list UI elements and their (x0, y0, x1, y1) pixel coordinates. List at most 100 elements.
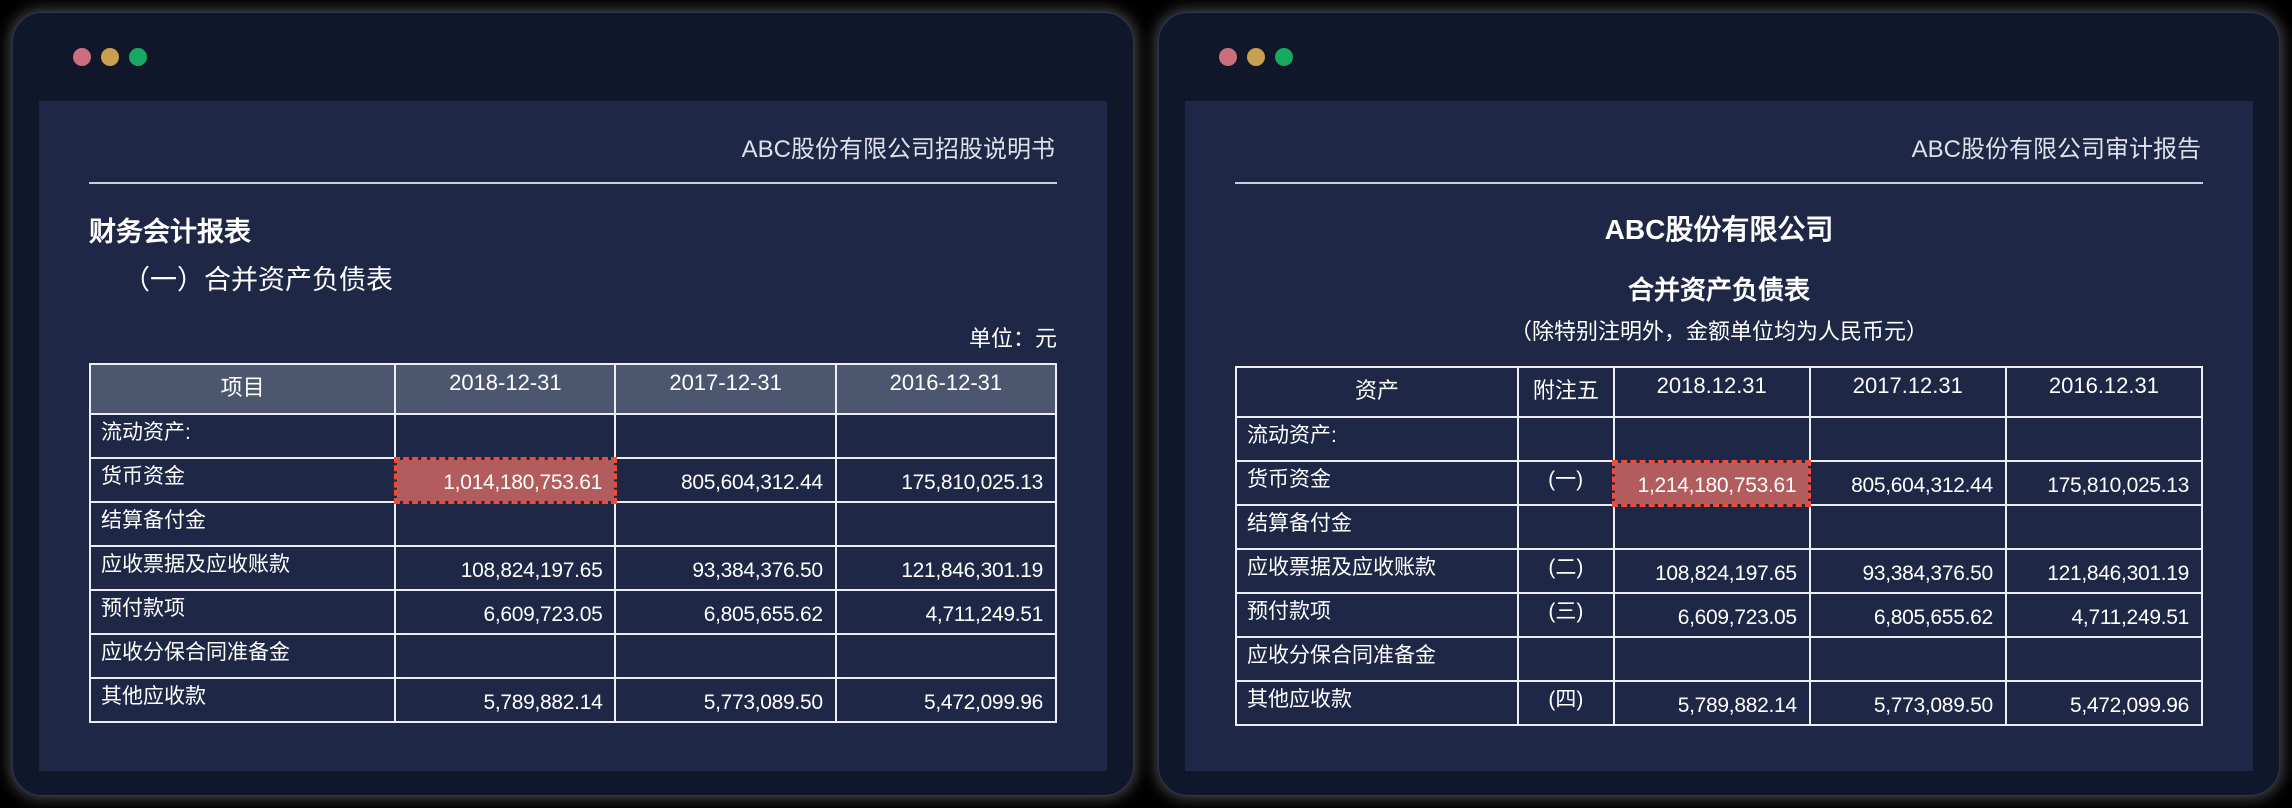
value-cell: 175,810,025.13 (2004, 460, 2204, 506)
table-row: 其他应收款 5,789,882.14 5,773,089.50 5,472,099.9… (88, 677, 1058, 723)
value-cell (1612, 636, 1811, 682)
table-row: 其他应收款 (四) 5,789,882.14 5,773,089.50 5,472,09… (1234, 680, 2204, 726)
value-cell: 6,609,723.05 (1612, 592, 1811, 638)
value-cell (1808, 416, 2007, 462)
value-cell: 5,773,089.50 (614, 677, 837, 723)
value-cell (1612, 416, 1811, 462)
value-cell (2004, 636, 2204, 682)
window-audit-report: ABC股份有限公司审计报告 ABC股份有限公司 合并资产负债表 （除特别注明外，… (1158, 12, 2280, 796)
table-row: 应收分保合同准备金 (1234, 636, 2204, 682)
value-cell (394, 633, 617, 679)
value-cell: 6,805,655.62 (614, 589, 837, 635)
titlebar (13, 13, 1133, 101)
value-cell (614, 501, 837, 547)
doc-header: ABC股份有限公司审计报告 (1235, 123, 2203, 184)
row-label: 结算备付金 (1234, 504, 1520, 550)
value-cell: 4,711,249.51 (2004, 592, 2204, 638)
window-prospectus: ABC股份有限公司招股说明书 财务会计报表 （一）合并资产负债表 单位：元 项目… (12, 12, 1134, 796)
column-header-item: 项目 (88, 363, 397, 415)
value-cell: 805,604,312.44 (614, 457, 837, 503)
statement-title: 合并资产负债表 (1627, 275, 1810, 305)
table-row: 应收分保合同准备金 (88, 633, 1058, 679)
column-header-2016: 2016.12.31 (2004, 366, 2204, 418)
zoom-button-icon[interactable] (129, 48, 147, 66)
column-header-2017: 2017-12-31 (614, 363, 837, 415)
note-cell (1517, 636, 1615, 682)
table-row: 流动资产: (88, 413, 1058, 459)
row-label: 应收票据及应收账款 (88, 545, 397, 591)
column-header-note: 附注五 (1517, 366, 1615, 418)
note-cell (1517, 504, 1615, 550)
row-label: 预付款项 (88, 589, 397, 635)
table-row: 应收票据及应收账款 108,824,197.65 93,384,376.50 121,… (88, 545, 1058, 591)
row-label: 应收票据及应收账款 (1234, 548, 1520, 594)
note-cell (1517, 416, 1615, 462)
balance-sheet-table-audit: 资产 附注五 2018.12.31 2017.12.31 2016.12.31 … (1234, 366, 2204, 726)
column-header-2016: 2016-12-31 (834, 363, 1058, 415)
value-cell (614, 413, 837, 459)
value-cell: 5,472,099.96 (834, 677, 1058, 723)
row-label: 流动资产: (88, 413, 397, 459)
zoom-button-icon[interactable] (1275, 48, 1293, 66)
titlebar (1159, 13, 2279, 101)
value-cell (834, 501, 1058, 547)
row-label: 货币资金 (88, 457, 397, 503)
close-button-icon[interactable] (73, 48, 91, 66)
value-cell: 108,824,197.65 (394, 545, 617, 591)
value-cell: 93,384,376.50 (614, 545, 837, 591)
value-cell: 121,846,301.19 (834, 545, 1058, 591)
value-cell: 5,472,099.96 (2004, 680, 2204, 726)
column-header-2017: 2017.12.31 (1808, 366, 2007, 418)
company-title: ABC股份有限公司 (1604, 214, 1834, 245)
column-header-asset: 资产 (1234, 366, 1520, 418)
value-cell: 6,805,655.62 (1808, 592, 2007, 638)
unit-label: 单位：元 (968, 326, 1057, 351)
value-cell (1808, 504, 2007, 550)
value-cell: 805,604,312.44 (1808, 460, 2007, 506)
value-cell: 108,824,197.65 (1612, 548, 1811, 594)
table-row: 流动资产: (1234, 416, 2204, 462)
value-cell (1612, 504, 1811, 550)
table-row: 货币资金 1,014,180,753.61 805,604,312.44 175,81… (88, 456, 1058, 504)
value-cell (2004, 504, 2204, 550)
value-cell: 121,846,301.19 (2004, 548, 2204, 594)
note-cell: (二) (1517, 548, 1615, 594)
row-label: 货币资金 (1234, 460, 1520, 506)
value-cell (394, 413, 617, 459)
table-row: 应收票据及应收账款 (二) 108,824,197.65 93,384,376.50 1… (1234, 548, 2204, 594)
value-cell (834, 413, 1058, 459)
unit-note: （除特别注明外，金额单位均为人民币元） (1509, 319, 1928, 344)
value-cell: 4,711,249.51 (834, 589, 1058, 635)
table-header-row: 项目 2018-12-31 2017-12-31 2016-12-31 (88, 363, 1058, 415)
table-row: 结算备付金 (1234, 504, 2204, 550)
doc-header: ABC股份有限公司招股说明书 (89, 123, 1057, 184)
close-button-icon[interactable] (1219, 48, 1237, 66)
value-cell: 5,773,089.50 (1808, 680, 2007, 726)
table-row: 结算备付金 (88, 501, 1058, 547)
value-cell (614, 633, 837, 679)
note-cell: (四) (1517, 680, 1615, 726)
highlighted-value-cell: 1,214,180,753.61 (1612, 459, 1812, 507)
value-cell: 5,789,882.14 (1612, 680, 1811, 726)
value-cell (834, 633, 1058, 679)
value-cell: 93,384,376.50 (1808, 548, 2007, 594)
value-cell (2004, 416, 2204, 462)
value-cell (1808, 636, 2007, 682)
document-panel: ABC股份有限公司审计报告 ABC股份有限公司 合并资产负债表 （除特别注明外，… (1185, 101, 2253, 771)
value-cell: 5,789,882.14 (394, 677, 617, 723)
minimize-button-icon[interactable] (1247, 48, 1265, 66)
section-title: 财务会计报表 (89, 217, 251, 247)
table-header-row: 资产 附注五 2018.12.31 2017.12.31 2016.12.31 (1234, 366, 2204, 418)
section-subtitle: （一）合并资产负债表 (123, 265, 393, 295)
balance-sheet-table-prospectus: 项目 2018-12-31 2017-12-31 2016-12-31 流动资产… (88, 363, 1058, 723)
row-label: 流动资产: (1234, 416, 1520, 462)
note-cell: (一) (1517, 460, 1615, 506)
column-header-2018: 2018.12.31 (1612, 366, 1811, 418)
document-panel: ABC股份有限公司招股说明书 财务会计报表 （一）合并资产负债表 单位：元 项目… (39, 101, 1107, 771)
value-cell: 175,810,025.13 (834, 457, 1058, 503)
minimize-button-icon[interactable] (101, 48, 119, 66)
row-label: 其他应收款 (1234, 680, 1520, 726)
highlighted-value-cell: 1,014,180,753.61 (393, 456, 617, 504)
column-header-2018: 2018-12-31 (394, 363, 617, 415)
